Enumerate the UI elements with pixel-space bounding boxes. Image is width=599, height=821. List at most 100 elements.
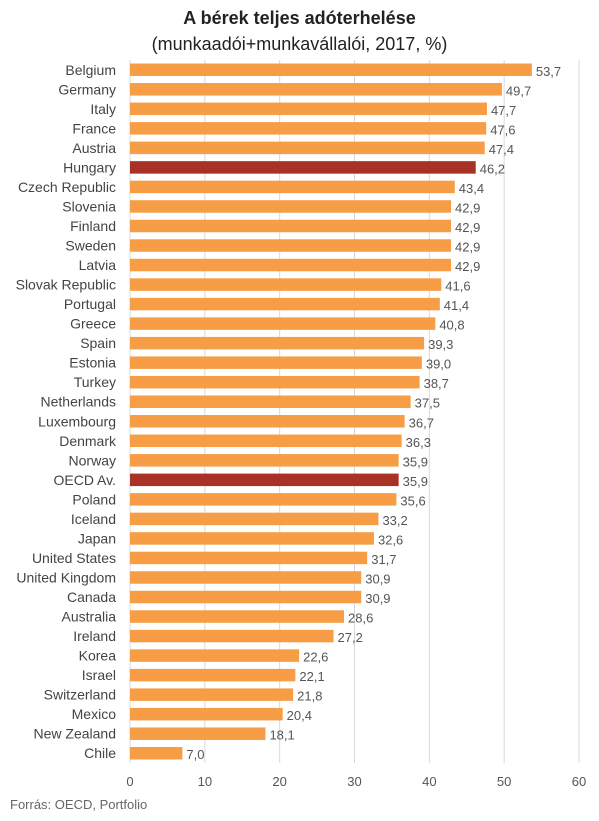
category-label: Poland — [72, 491, 116, 507]
bar — [130, 688, 294, 701]
category-label: Korea — [79, 648, 117, 664]
value-label: 42,9 — [455, 259, 480, 274]
bar — [130, 707, 283, 721]
value-label: 49,7 — [506, 83, 531, 98]
bar — [130, 258, 452, 272]
x-tick-label: 40 — [422, 774, 436, 789]
value-label: 27,2 — [338, 630, 363, 645]
category-label: Estonia — [69, 355, 116, 371]
value-label: 7,0 — [186, 747, 204, 762]
category-label: Japan — [78, 530, 116, 546]
category-label: Latvia — [79, 257, 117, 273]
bar — [130, 297, 440, 311]
category-label: Luxembourg — [38, 413, 116, 429]
category-label: United States — [32, 550, 116, 566]
category-label: Mexico — [72, 706, 117, 722]
value-label: 42,9 — [455, 240, 480, 255]
bar — [130, 395, 411, 408]
value-label: 21,8 — [297, 689, 322, 704]
bar — [130, 590, 362, 604]
value-label: 35,9 — [403, 454, 428, 469]
value-label: 22,1 — [299, 669, 324, 684]
category-label: Slovak Republic — [16, 277, 116, 293]
category-label: Italy — [90, 101, 116, 117]
value-label: 28,6 — [348, 611, 373, 626]
bar — [130, 727, 266, 740]
category-label: Czech Republic — [18, 179, 116, 195]
bar — [130, 668, 296, 682]
value-label: 31,7 — [371, 552, 396, 567]
bar — [130, 161, 476, 174]
category-label: Austria — [72, 140, 116, 156]
category-label: Turkey — [74, 374, 116, 390]
value-label: 36,7 — [409, 415, 434, 430]
value-label: 39,3 — [428, 337, 453, 352]
category-labels: Belgium Germany Italy France Austria Hungary C… — [16, 62, 117, 761]
value-label: 41,4 — [444, 298, 469, 313]
value-label: 53,7 — [536, 64, 561, 79]
bar — [130, 102, 487, 116]
bar — [130, 180, 455, 194]
bars — [130, 63, 532, 760]
bar — [130, 649, 300, 662]
bar — [130, 434, 402, 448]
category-label: Iceland — [71, 511, 116, 527]
x-tick-label: 30 — [347, 774, 361, 789]
chart-subtitle: (munkaadói+munkavállalói, 2017, %) — [151, 34, 448, 54]
bar — [130, 63, 532, 77]
bar — [130, 532, 374, 545]
bar — [130, 141, 485, 155]
category-label: France — [72, 120, 116, 136]
category-label: Denmark — [59, 433, 117, 449]
category-label: Canada — [67, 589, 116, 605]
bar — [130, 317, 436, 330]
category-label: Belgium — [65, 62, 116, 78]
x-tick-label: 20 — [272, 774, 286, 789]
bar — [130, 122, 487, 135]
value-label: 35,6 — [400, 493, 425, 508]
category-label: United Kingdom — [16, 569, 116, 585]
value-label: 33,2 — [382, 513, 407, 528]
value-label: 39,0 — [426, 357, 451, 372]
bar — [130, 493, 397, 506]
value-label: 30,9 — [365, 571, 390, 586]
bar — [130, 415, 405, 428]
bar — [130, 610, 345, 623]
category-label: Australia — [62, 609, 117, 625]
bar — [130, 746, 183, 760]
x-tick-label: 10 — [198, 774, 212, 789]
value-label: 35,9 — [403, 474, 428, 489]
bar — [130, 219, 452, 233]
value-label: 41,6 — [445, 279, 470, 294]
category-label: Portugal — [64, 296, 116, 312]
grid-lines — [129, 60, 580, 763]
value-label: 47,6 — [490, 122, 515, 137]
bar — [130, 454, 399, 467]
category-label: Norway — [69, 452, 116, 468]
value-label: 43,4 — [459, 181, 484, 196]
category-label: Ireland — [73, 628, 116, 644]
bar — [130, 375, 420, 389]
category-label: New Zealand — [34, 726, 117, 742]
bar — [130, 336, 425, 350]
category-label: Greece — [70, 316, 116, 332]
bar — [130, 278, 442, 291]
x-tick-label: 50 — [497, 774, 511, 789]
category-label: Chile — [84, 745, 116, 761]
bar — [130, 83, 502, 96]
value-label: 42,9 — [455, 220, 480, 235]
value-label: 20,4 — [287, 708, 312, 723]
value-label: 46,2 — [480, 161, 505, 176]
category-label: Switzerland — [44, 687, 116, 703]
value-label: 38,7 — [424, 376, 449, 391]
x-axis-ticks: 0 10 20 30 40 50 60 — [126, 774, 586, 789]
value-label: 22,6 — [303, 650, 328, 665]
x-tick-label: 0 — [126, 774, 133, 789]
category-label: Sweden — [65, 238, 116, 254]
bar — [130, 239, 452, 252]
value-label: 30,9 — [365, 591, 390, 606]
category-label: OECD Av. — [53, 472, 116, 488]
value-label: 32,6 — [378, 532, 403, 547]
category-label: Finland — [70, 218, 116, 234]
